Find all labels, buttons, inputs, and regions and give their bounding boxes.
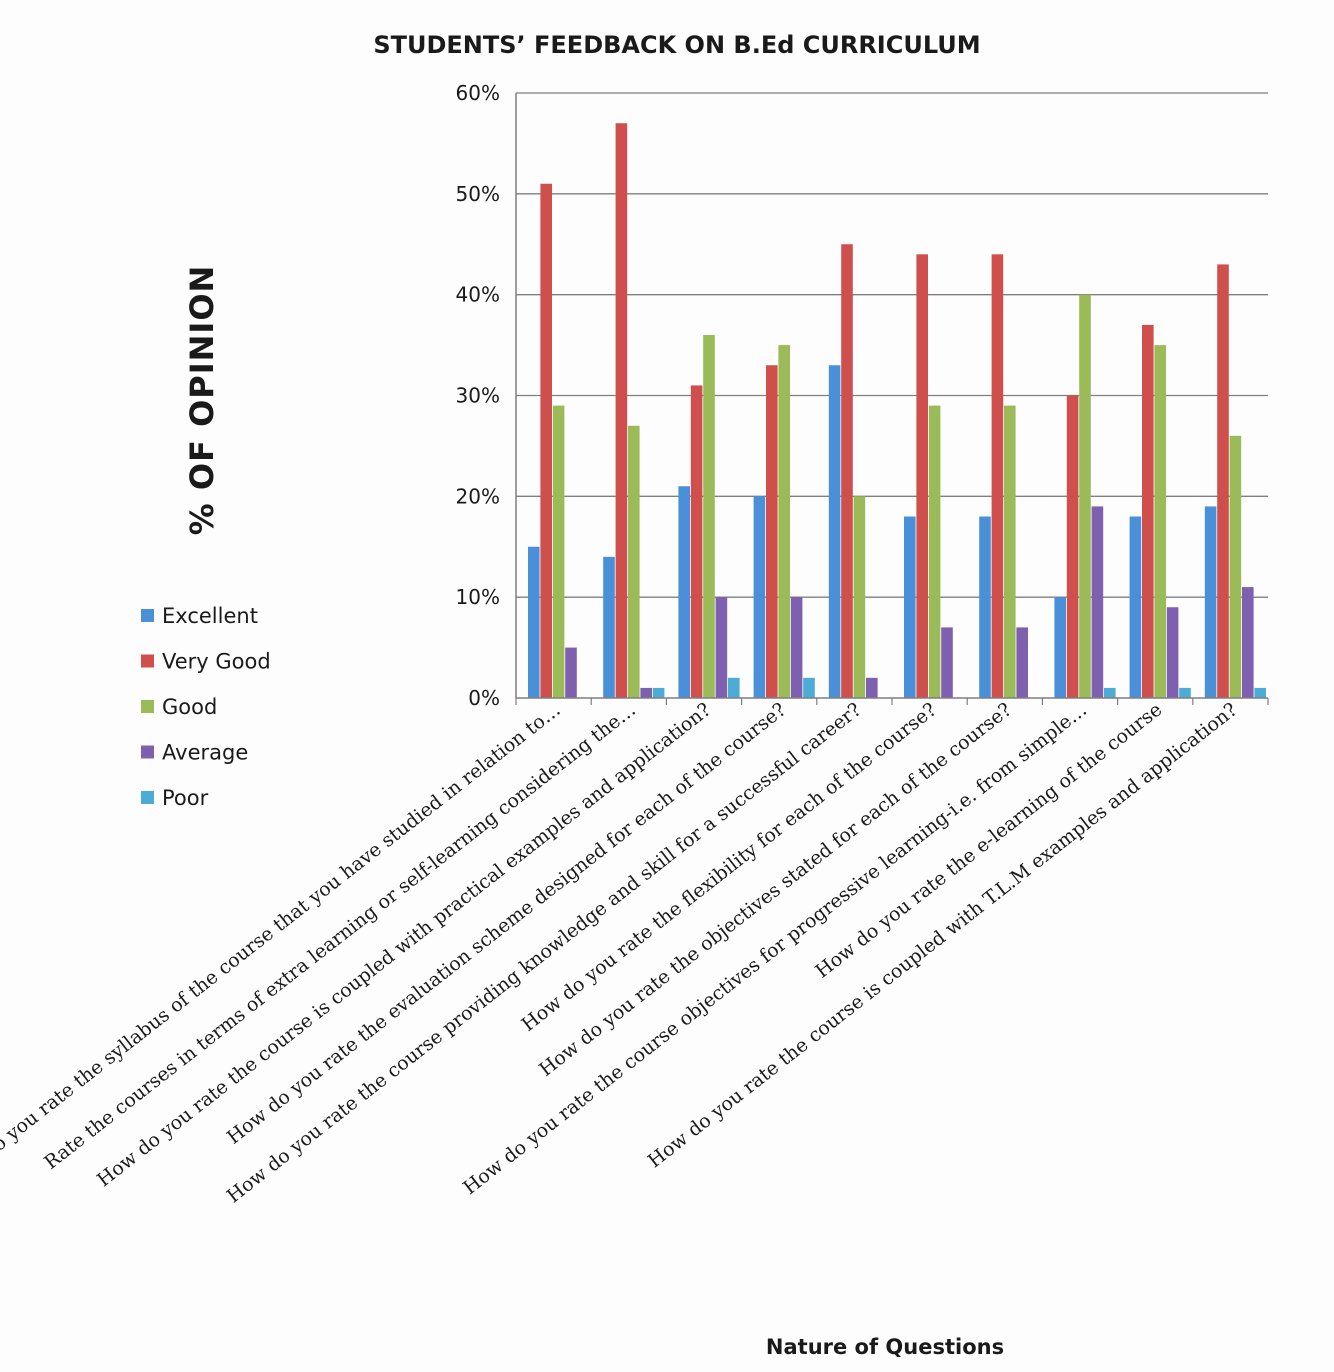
bar-poor [728, 677, 740, 698]
legend-label: Very Good [162, 650, 271, 674]
bar-poor [1254, 687, 1266, 698]
bar-good [928, 405, 941, 698]
y-tick-label: 0% [468, 686, 500, 710]
bar-good [778, 345, 790, 698]
bar-very-good [916, 254, 928, 699]
bar-average [565, 647, 577, 698]
bar-average [1016, 627, 1028, 698]
bar-very-good [766, 365, 778, 698]
y-tick-label: 10% [456, 585, 500, 609]
bar-very-good [1142, 324, 1154, 698]
bar-average [715, 597, 728, 698]
legend: Excellent Very Good Good Average Poor [141, 604, 271, 810]
legend-label: Excellent [162, 604, 258, 628]
bar-very-good [841, 244, 853, 698]
y-tick-label: 60% [456, 81, 500, 105]
legend-label: Good [162, 695, 217, 719]
legend-swatch [141, 791, 154, 804]
bar-average [1091, 506, 1104, 698]
y-tick-label: 40% [456, 283, 500, 307]
bar-good [1079, 294, 1091, 698]
bar-average [1166, 607, 1179, 698]
legend-swatch [141, 654, 154, 668]
bar-excellent [528, 546, 540, 698]
y-tick-label: 20% [456, 484, 500, 508]
bar-average [941, 627, 953, 698]
category-label: How do you rate the e-learning of the co… [811, 699, 1166, 983]
bar-good [628, 425, 640, 698]
bar-poor [803, 677, 815, 698]
bar-excellent [603, 556, 615, 698]
x-axis-label: Nature of Questions [766, 1335, 1004, 1359]
bar-poor [1104, 687, 1116, 698]
y-axis-label: % OF OPINION [183, 265, 221, 536]
bar-very-good [1066, 395, 1079, 698]
legend-label: Poor [162, 786, 209, 810]
bar-excellent [753, 496, 766, 698]
bars [528, 123, 1266, 699]
bar-good [853, 496, 866, 698]
bar-good [552, 405, 565, 698]
bar-very-good [1217, 264, 1229, 698]
chart-title: STUDENTS’ FEEDBACK ON B.Ed CURRICULUM [373, 31, 980, 59]
bar-poor [652, 687, 665, 698]
bar-average [1242, 587, 1254, 698]
category-label: How do you rate the evaluation scheme de… [223, 699, 790, 1149]
y-tick-label: 30% [456, 384, 500, 408]
bar-average [866, 677, 878, 698]
legend-swatch [141, 745, 154, 759]
bar-very-good [991, 254, 1004, 699]
bar-good [1154, 345, 1166, 698]
legend-swatch [141, 700, 154, 713]
bar-very-good [615, 123, 628, 698]
bar-excellent [678, 486, 690, 698]
category-labels: How do you rate the syllabus of the cour… [0, 699, 1241, 1208]
bar-poor [1179, 687, 1191, 698]
bar-very-good [690, 385, 703, 698]
bar-good [1004, 405, 1016, 698]
y-tick-label: 50% [456, 182, 500, 206]
bar-good [703, 335, 715, 698]
axes [515, 93, 1269, 705]
legend-swatch [141, 609, 154, 622]
y-tick-labels: 0% 10% 20% 30% 40% 50% 60% [456, 81, 500, 710]
bar-excellent [1054, 597, 1066, 698]
bar-excellent [1129, 516, 1142, 698]
bar-excellent [828, 365, 841, 698]
bar-excellent [904, 516, 916, 698]
bar-average [640, 687, 652, 698]
bar-good [1229, 435, 1242, 698]
bar-excellent [979, 516, 991, 698]
legend-label: Average [162, 741, 248, 765]
bar-average [790, 597, 803, 698]
bar-excellent [1204, 506, 1217, 698]
bar-very-good [540, 183, 552, 698]
